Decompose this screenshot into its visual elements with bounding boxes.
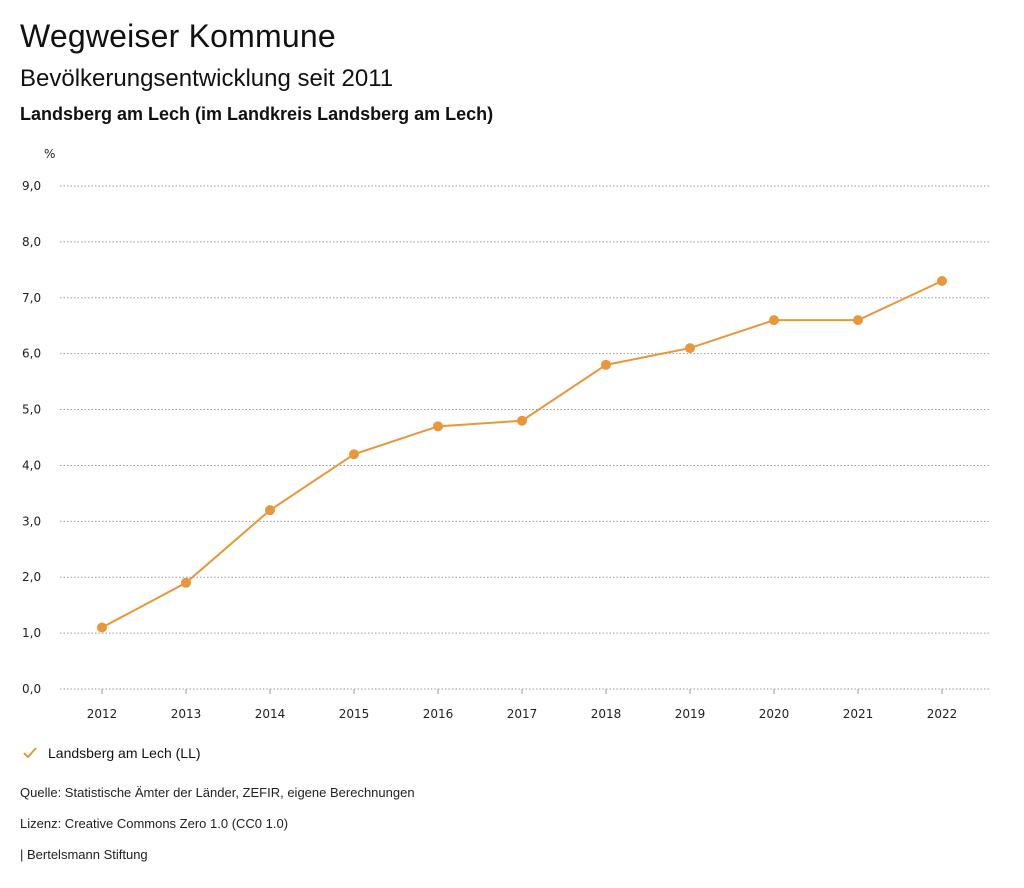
y-tick-label: 4,0 (22, 458, 41, 472)
page-subtitle: Bevölkerungsentwicklung seit 2011 (20, 65, 394, 92)
x-tick-label: 2020 (759, 707, 790, 721)
data-point[interactable] (685, 343, 695, 354)
x-tick-label: 2019 (675, 707, 706, 721)
data-point[interactable] (601, 359, 611, 370)
x-tick-label: 2015 (339, 707, 370, 721)
series-layer (97, 276, 947, 633)
x-tick-label: 2016 (423, 707, 454, 721)
page-title: Wegweiser Kommune (20, 18, 336, 54)
y-tick-label: 8,0 (22, 235, 41, 249)
x-tick-label: 2013 (171, 707, 202, 721)
data-point[interactable] (349, 449, 359, 460)
y-tick-label: 1,0 (22, 626, 41, 640)
x-tick-label: 2017 (507, 707, 538, 721)
legend[interactable]: Landsberg am Lech (LL) (22, 745, 201, 761)
y-tick-label: 3,0 (22, 514, 41, 528)
data-point[interactable] (433, 421, 443, 432)
region-heading: Landsberg am Lech (im Landkreis Landsber… (20, 104, 494, 124)
data-point[interactable] (181, 577, 191, 588)
data-point[interactable] (265, 505, 275, 516)
y-axis-ticks: 0,0 1,0 2,0 3,0 4,0 5,0 6,0 7,0 8,0 9,0 (22, 179, 41, 696)
y-tick-label: 5,0 (22, 403, 41, 417)
source-note: Quelle: Statistische Ämter der Länder, Z… (20, 785, 415, 800)
y-tick-label: 6,0 (22, 347, 41, 361)
x-tick-label: 2014 (255, 707, 286, 721)
data-point[interactable] (853, 315, 863, 326)
x-tick-label: 2012 (87, 707, 118, 721)
gridlines (60, 185, 990, 690)
x-tick-label: 2018 (591, 707, 622, 721)
y-tick-label: 7,0 (22, 291, 41, 305)
y-tick-label: 2,0 (22, 570, 41, 584)
legend-label: Landsberg am Lech (LL) (48, 745, 201, 761)
data-point[interactable] (517, 415, 527, 426)
data-point[interactable] (937, 276, 947, 287)
x-tick-label: 2022 (927, 707, 958, 721)
x-tick-label: 2021 (843, 707, 874, 721)
y-tick-label: 0,0 (22, 682, 41, 696)
data-point[interactable] (769, 315, 779, 326)
y-tick-label: 9,0 (22, 179, 41, 193)
x-axis-ticks: 2012 2013 2014 2015 2016 2017 2018 2019 2020 2021… (87, 689, 958, 721)
publisher-note: | Bertelsmann Stiftung (20, 847, 148, 862)
checkmark-icon (22, 746, 38, 760)
y-axis-unit-label: % (44, 147, 55, 161)
series-line (101, 280, 943, 629)
license-note: Lizenz: Creative Commons Zero 1.0 (CC0 1… (20, 816, 289, 831)
data-point[interactable] (97, 622, 107, 633)
